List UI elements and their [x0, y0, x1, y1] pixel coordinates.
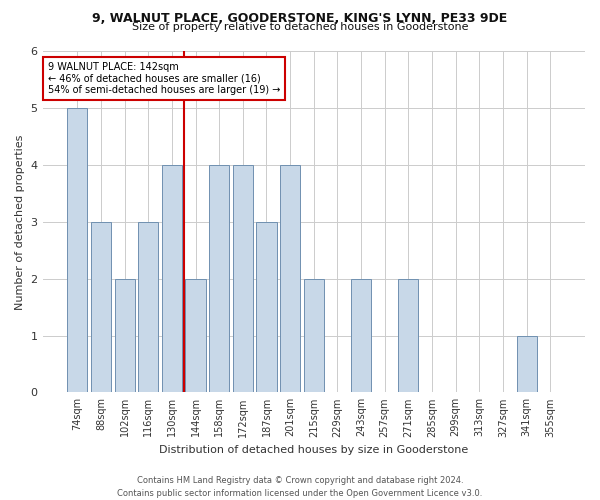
- Text: Size of property relative to detached houses in Gooderstone: Size of property relative to detached ho…: [132, 22, 468, 32]
- Bar: [91, 222, 111, 392]
- Bar: [351, 278, 371, 392]
- Bar: [280, 165, 300, 392]
- Text: 9, WALNUT PLACE, GOODERSTONE, KING'S LYNN, PE33 9DE: 9, WALNUT PLACE, GOODERSTONE, KING'S LYN…: [92, 12, 508, 26]
- X-axis label: Distribution of detached houses by size in Gooderstone: Distribution of detached houses by size …: [159, 445, 469, 455]
- Bar: [115, 278, 134, 392]
- Bar: [209, 165, 229, 392]
- Y-axis label: Number of detached properties: Number of detached properties: [15, 134, 25, 310]
- Bar: [67, 108, 88, 393]
- Bar: [138, 222, 158, 392]
- Text: 9 WALNUT PLACE: 142sqm
← 46% of detached houses are smaller (16)
54% of semi-det: 9 WALNUT PLACE: 142sqm ← 46% of detached…: [48, 62, 280, 95]
- Bar: [398, 278, 418, 392]
- Bar: [233, 165, 253, 392]
- Bar: [162, 165, 182, 392]
- Bar: [256, 222, 277, 392]
- Bar: [517, 336, 536, 392]
- Text: Contains HM Land Registry data © Crown copyright and database right 2024.
Contai: Contains HM Land Registry data © Crown c…: [118, 476, 482, 498]
- Bar: [185, 278, 206, 392]
- Bar: [304, 278, 324, 392]
